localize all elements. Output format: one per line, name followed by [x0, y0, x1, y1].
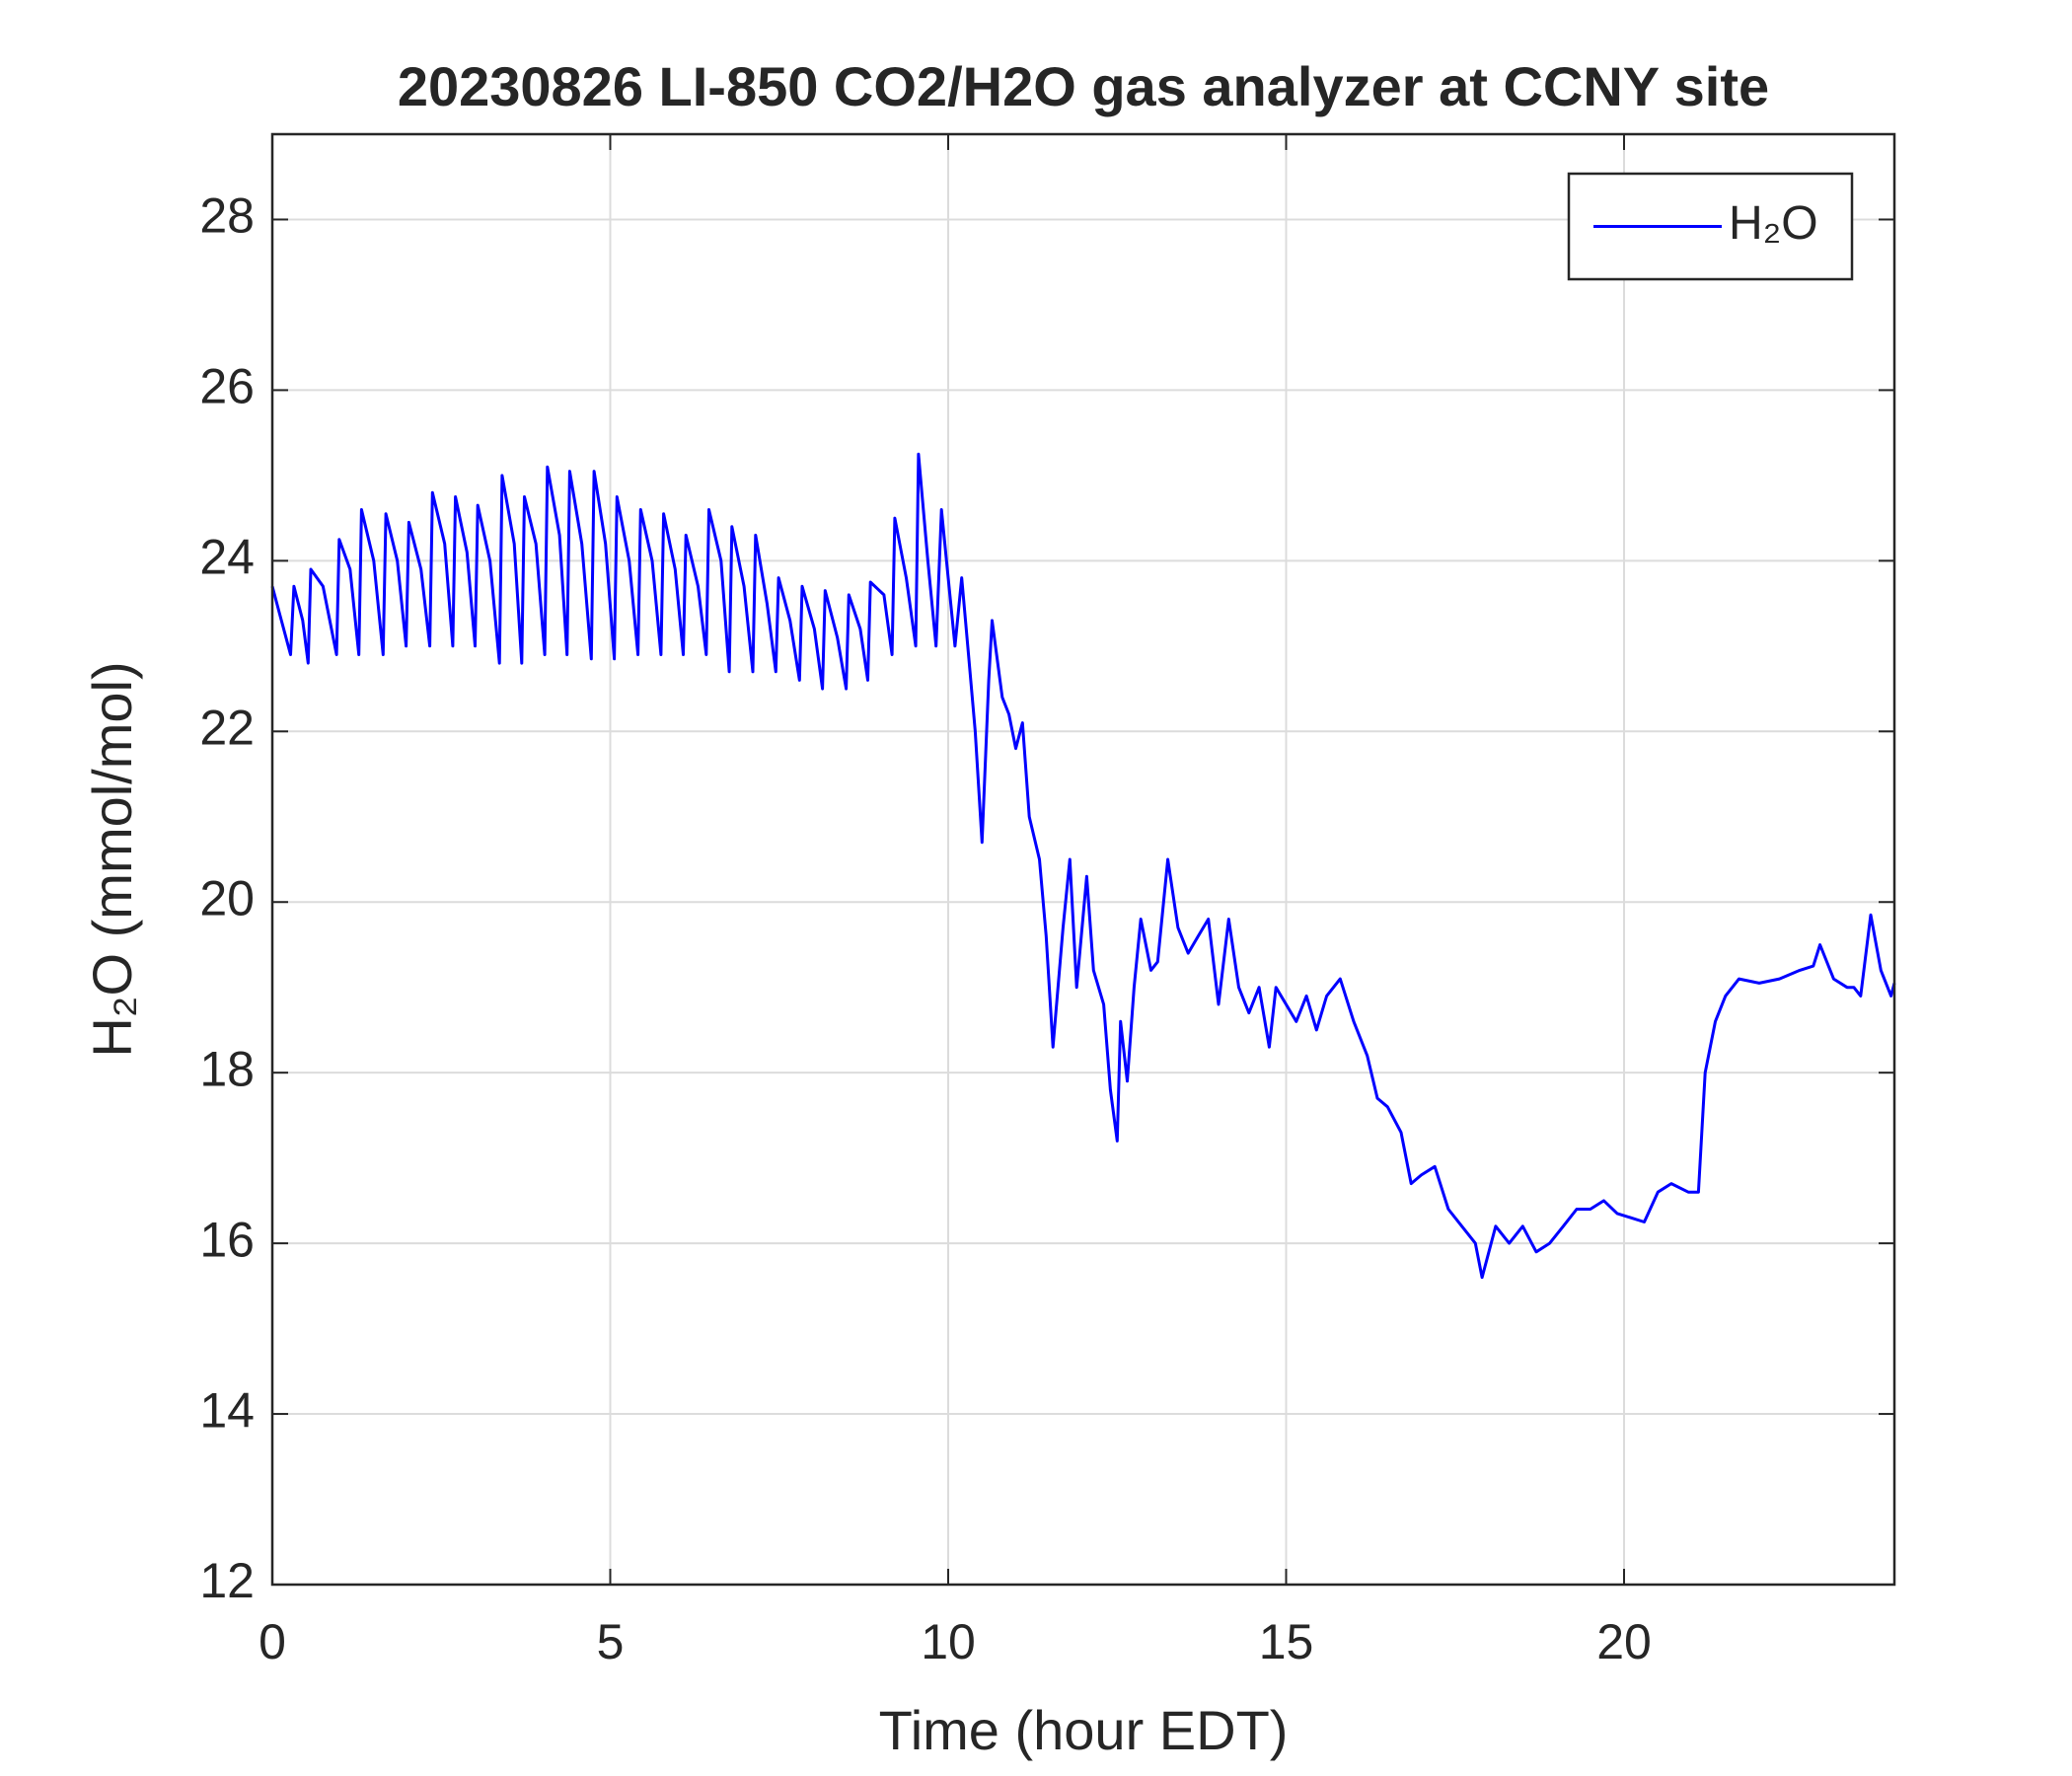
- legend-label: H₂O: [1729, 197, 1818, 250]
- y-tick-label: 14: [199, 1382, 255, 1438]
- y-tick-label: 12: [199, 1553, 255, 1608]
- y-tick-label: 20: [199, 870, 255, 925]
- y-tick-label: 28: [199, 188, 255, 244]
- x-tick-label: 15: [1259, 1614, 1314, 1669]
- y-tick-label: 18: [199, 1041, 255, 1096]
- plot-frame: [270, 132, 1896, 1587]
- y-tick-label: 16: [199, 1212, 255, 1267]
- x-tick-label: 5: [597, 1614, 625, 1669]
- x-tick-label: 20: [1596, 1614, 1652, 1669]
- legend: H₂O: [1567, 172, 1854, 281]
- chart-title: 20230826 LI-850 CO2/H2O gas analyzer at …: [398, 55, 1769, 117]
- x-tick-label: 0: [259, 1614, 286, 1669]
- x-axis-label: Time (hour EDT): [879, 1699, 1289, 1761]
- y-tick-label: 22: [199, 700, 255, 755]
- y-tick-label: 26: [199, 359, 255, 414]
- y-axis-label: H₂O (mmol/mol): [81, 661, 143, 1057]
- y-tick-label: 24: [199, 530, 255, 585]
- x-tick-label: 10: [921, 1614, 976, 1669]
- line-series: [270, 452, 1896, 1280]
